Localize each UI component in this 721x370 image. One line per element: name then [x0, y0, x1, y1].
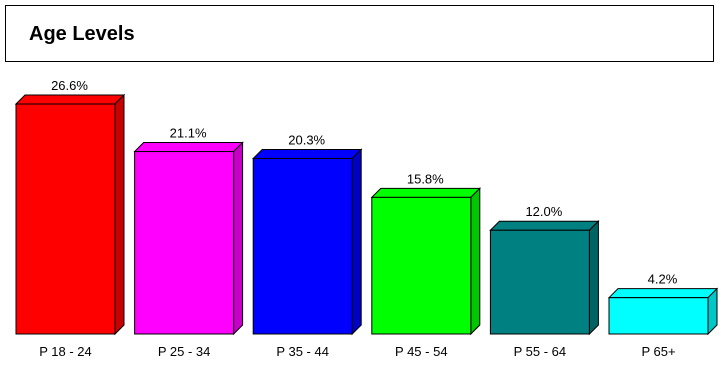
chart-title: Age Levels: [29, 23, 135, 45]
data-label: 21.1%: [170, 126, 207, 141]
bar-1: [14, 93, 126, 336]
bar-front-face: [608, 297, 709, 335]
labels-group: 26.6% P 18 - 24 21.1% P 25 - 34 20.3% P 35 - …: [39, 78, 678, 359]
bar-top-face: [251, 148, 363, 159]
data-label: 26.6%: [51, 78, 88, 93]
category-label: P 45 - 54: [395, 344, 448, 359]
bar-front-face: [371, 196, 472, 335]
bar-front-face: [15, 103, 116, 335]
bar-top-face: [607, 288, 719, 299]
data-label: 20.3%: [288, 132, 325, 147]
bar-side-face: [351, 148, 362, 336]
bar-side-face: [114, 93, 125, 336]
bar-5: [489, 220, 600, 336]
bar-6: [607, 287, 719, 336]
bar-3: [251, 148, 363, 336]
data-label: 15.8%: [407, 171, 444, 186]
data-label: 12.0%: [525, 204, 562, 219]
bar-4: [370, 187, 482, 336]
bar-top-face: [370, 187, 482, 198]
bar-front-face: [489, 229, 590, 335]
bar-top-face: [489, 220, 600, 231]
bar-top-face: [133, 142, 244, 153]
chart-title-box: Age Levels: [5, 5, 714, 62]
bar-side-face: [470, 187, 481, 336]
data-label: 4.2%: [648, 272, 678, 287]
bar-top-face: [14, 94, 126, 105]
bars-group: [14, 93, 719, 336]
bar-side-face: [233, 141, 244, 336]
category-label: P 65+: [641, 344, 675, 359]
category-label: P 35 - 44: [276, 344, 329, 359]
bar-side-face: [588, 220, 599, 336]
bar-front-face: [134, 151, 235, 335]
bar-2: [133, 141, 244, 336]
category-label: P 18 - 24: [39, 344, 92, 359]
category-label: P 25 - 34: [158, 344, 211, 359]
bar-front-face: [252, 157, 353, 335]
category-label: P 55 - 64: [514, 344, 567, 359]
